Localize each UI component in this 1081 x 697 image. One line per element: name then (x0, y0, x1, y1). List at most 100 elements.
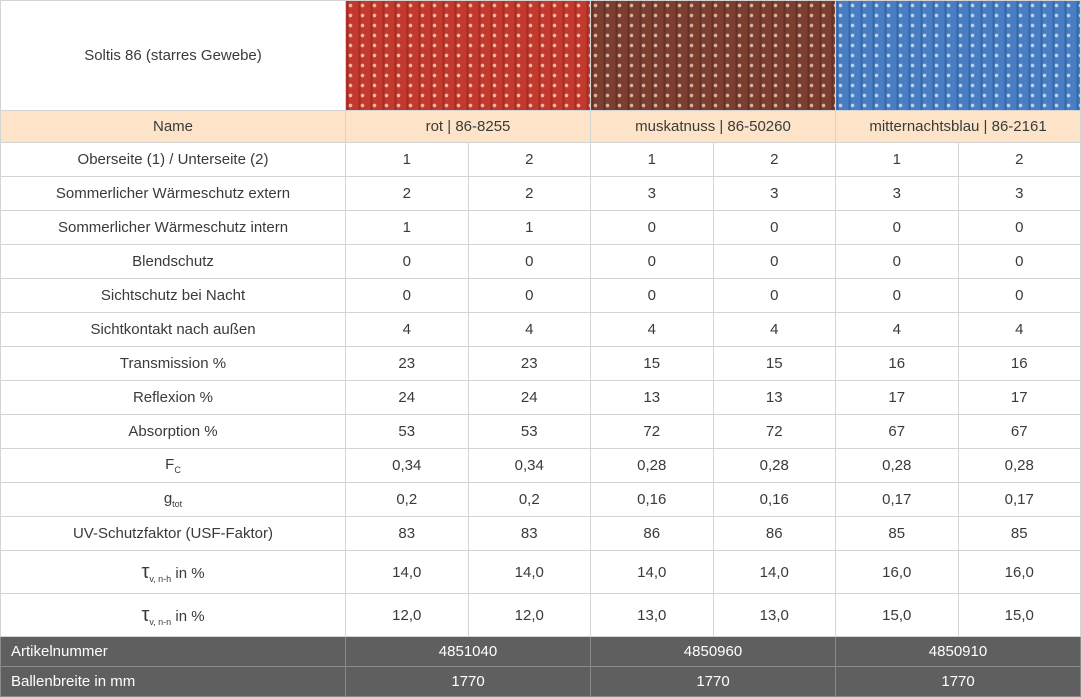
cell: 14,0 (590, 550, 714, 594)
label-sub: v, n-n (149, 616, 172, 627)
row-label: Absorption % (0, 414, 346, 449)
data-row: τv, n-n in % 12,0 12,0 13,0 13,0 15,0 15,0 (0, 593, 1081, 637)
cell: 2 (712, 142, 836, 177)
cell: 1770 (590, 666, 836, 697)
cell: 13 (590, 380, 714, 415)
row-label: Sichtkontakt nach außen (0, 312, 346, 347)
cell: 0 (835, 278, 959, 313)
cell: 3 (835, 176, 959, 211)
cell: 0,2 (345, 482, 469, 517)
cell: 3 (590, 176, 714, 211)
cell: 85 (957, 516, 1081, 551)
cell: 23 (345, 346, 469, 381)
cell: 0 (712, 278, 836, 313)
cell: 0 (957, 210, 1081, 245)
cell: 0,34 (467, 448, 591, 483)
row-label: Name (0, 110, 346, 143)
cell: 0 (345, 278, 469, 313)
cell: 0 (835, 244, 959, 279)
data-row: Reflexion % 24 24 13 13 17 17 (0, 380, 1081, 415)
data-row: FC 0,34 0,34 0,28 0,28 0,28 0,28 (0, 448, 1081, 483)
cell: 14,0 (712, 550, 836, 594)
cell: 0 (835, 210, 959, 245)
cell: 86 (712, 516, 836, 551)
cell: 4 (590, 312, 714, 347)
cell: 2 (957, 142, 1081, 177)
cell: 67 (957, 414, 1081, 449)
cell: 16 (835, 346, 959, 381)
color-name: rot | 86-8255 (345, 110, 591, 143)
data-row: Blendschutz 0 0 0 0 0 0 (0, 244, 1081, 279)
cell: 85 (835, 516, 959, 551)
cell: 4 (345, 312, 469, 347)
data-row: gtot 0,2 0,2 0,16 0,16 0,17 0,17 (0, 482, 1081, 517)
row-label: Artikelnummer (0, 636, 346, 667)
cell: 12,0 (345, 593, 469, 637)
cell: 2 (345, 176, 469, 211)
label-sub: tot (172, 499, 183, 509)
label-sub: v, n-h (149, 573, 172, 584)
cell: 0 (957, 244, 1081, 279)
cell: 4 (957, 312, 1081, 347)
data-row: Sommerlicher Wärmeschutz extern 2 2 3 3 3 3 (0, 176, 1081, 211)
cell: 24 (345, 380, 469, 415)
cell: 14,0 (467, 550, 591, 594)
cell: 3 (712, 176, 836, 211)
row-label: Blendschutz (0, 244, 346, 279)
cell: 86 (590, 516, 714, 551)
data-row: UV-Schutzfaktor (USF-Faktor) 83 83 86 86 85 85 (0, 516, 1081, 551)
cell: 53 (467, 414, 591, 449)
cell: 0,28 (590, 448, 714, 483)
cell: 0,2 (467, 482, 591, 517)
table-title: Soltis 86 (starres Gewebe) (0, 0, 346, 111)
cell: 14,0 (345, 550, 469, 594)
cell: 13 (712, 380, 836, 415)
cell: 16,0 (957, 550, 1081, 594)
cell: 1770 (835, 666, 1081, 697)
cell: 0 (957, 278, 1081, 313)
row-label: FC (0, 448, 346, 483)
label-suffix: in % (171, 607, 205, 625)
row-label: UV-Schutzfaktor (USF-Faktor) (0, 516, 346, 551)
cell: 0 (712, 244, 836, 279)
label-main: F (165, 456, 175, 473)
cell: 16,0 (835, 550, 959, 594)
cell: 1 (467, 210, 591, 245)
cell: 24 (467, 380, 591, 415)
cell: 72 (590, 414, 714, 449)
label-main: τ (141, 603, 150, 626)
cell: 0 (712, 210, 836, 245)
label-suffix: in % (171, 564, 205, 582)
cell: 4851040 (345, 636, 591, 667)
cell: 0,17 (835, 482, 959, 517)
cell: 15,0 (835, 593, 959, 637)
row-label: τv, n-h in % (0, 550, 346, 594)
color-name: mitternachtsblau | 86-2161 (835, 110, 1081, 143)
cell: 0,17 (957, 482, 1081, 517)
cell: 0,28 (835, 448, 959, 483)
row-label: Sommerlicher Wärmeschutz intern (0, 210, 346, 245)
label-main: g (163, 490, 173, 507)
cell: 12,0 (467, 593, 591, 637)
cell: 0 (467, 244, 591, 279)
cell: 1 (835, 142, 959, 177)
cell: 0,34 (345, 448, 469, 483)
data-row: Absorption % 53 53 72 72 67 67 (0, 414, 1081, 449)
row-label: Ballenbreite in mm (0, 666, 346, 697)
cell: 0,16 (712, 482, 836, 517)
cell: 15 (590, 346, 714, 381)
cell: 4850960 (590, 636, 836, 667)
data-row: Oberseite (1) / Unterseite (2) 1 2 1 2 1 2 (0, 142, 1081, 177)
cell: 17 (835, 380, 959, 415)
cell: 0,16 (590, 482, 714, 517)
cell: 0 (590, 210, 714, 245)
row-label: Oberseite (1) / Unterseite (2) (0, 142, 346, 177)
footer-row: Ballenbreite in mm 1770 1770 1770 (0, 666, 1081, 697)
cell: 0,28 (712, 448, 836, 483)
row-label: Transmission % (0, 346, 346, 381)
cell: 3 (957, 176, 1081, 211)
cell: 4 (835, 312, 959, 347)
cell: 4 (467, 312, 591, 347)
